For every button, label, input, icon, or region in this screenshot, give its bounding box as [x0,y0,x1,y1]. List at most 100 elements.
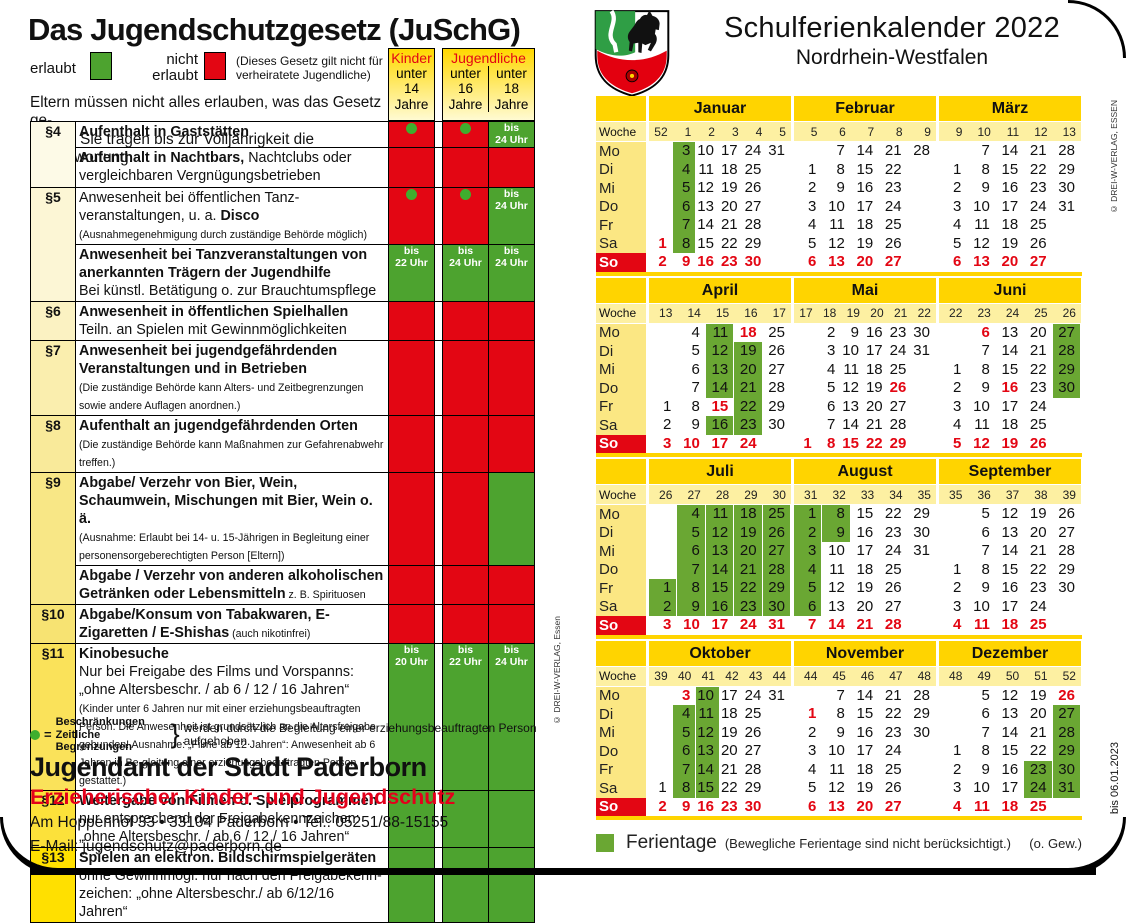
week-number-row: 39 40 41 42 43 44 [649,666,791,686]
law-text-segment: Abgabe/ Verzehr von Bier, Wein, Schaumwe… [79,475,373,528]
time-limit-label: 22 Uhr [449,655,482,668]
law-text-segment: (auch nikotinfrei) [229,628,311,641]
law-row: §10 Abgabe/Konsum von Tabakwaren, E-Zigar… [30,604,535,645]
empty-day-cell [649,197,673,216]
week-number: 35 [949,487,963,502]
month-block: Dezember 48 49 50 51 52 5 12 19 26 6 13 20 27 7 14 21 28 1… [939,640,1081,816]
footnote-text: werden durch die Begleitung einer erzieh… [183,720,537,748]
day-cell: 4 [677,323,706,342]
sunday-or-public-holiday-cell: 14 [822,616,851,635]
week-number: 13 [1062,124,1076,139]
day-cell: 25 [1024,216,1053,235]
holiday-day-cell: 6 [794,597,823,616]
empty-day-cell [908,160,936,179]
sunday-or-public-holiday-cell: 17 [706,434,735,453]
law-row: §13 Spielen an elektron. Bildschirmspielg… [30,847,535,923]
day-cell: 9 [822,179,851,198]
sunday-or-public-holiday-cell: 3 [649,616,678,635]
law-row: §8 Aufenthalt an jugendgefährdenden Orten… [30,415,535,474]
day-cell: 22 [1024,160,1053,179]
week-number: 42 [725,669,739,683]
day-cell: 12 [967,234,996,253]
law-text-segment: Disco [220,208,260,225]
empty-day-cell [767,234,791,253]
month-name: Oktober [649,640,791,666]
month-name: Februar [794,96,936,121]
day-cell: 17 [865,342,889,361]
paragraph-label: §4 [30,120,76,189]
day-cell: 14 [851,686,880,705]
holiday-day-cell: 7 [672,760,697,779]
sunday-or-public-holiday-cell: 13 [822,797,851,816]
column-gap [434,120,443,149]
legend-note: (Dieses Gesetz gilt nicht für verheirate… [236,54,383,82]
day-cell: 19 [720,723,744,742]
not-allowed-cell [388,340,435,417]
allowed-cell: bis 24 Uhr [488,187,535,246]
not-allowed-cell [488,604,535,645]
holiday-day-cell: 1 [794,505,823,524]
day-cell: 22 [1024,360,1053,379]
day-cell: 30 [912,323,936,342]
day-cell: 21 [865,416,889,435]
law-row-text: Aufenthalt in Gaststätten [75,120,389,149]
sunday-or-public-holiday-cell: 15 [841,434,865,453]
day-cell: 23 [889,323,913,342]
ferientage-note: (Bewegliche Ferientage sind nicht berück… [724,835,1011,851]
week-number: 24 [1005,306,1020,320]
day-cell: 21 [1024,723,1053,742]
day-cell: 9 [967,179,996,198]
holiday-day-cell: 5 [677,523,706,542]
sunday-or-public-holiday-cell: 20 [851,253,880,272]
day-cell: 9 [967,760,996,779]
day-label: Do [596,197,646,216]
day-cell: 14 [841,416,865,435]
month-name: Mai [794,277,936,303]
sunday-or-public-holiday-cell: 2 [649,253,673,272]
week-number: 9 [924,124,931,139]
day-cell: 12 [696,179,720,198]
day-cell: 18 [865,360,889,379]
column-gap [434,147,443,189]
holiday-day-cell: 20 [734,542,763,561]
day-label: Mo [596,505,646,524]
calendar-subtitle: Nordrhein-Westfalen [795,46,989,69]
month-block: August 31 32 33 34 35 1 8 15 22 29 2 9 16 23 30 3 10 17 24 3… [794,459,936,635]
day-cell: 15 [996,560,1025,579]
week-number: 30 [772,487,786,502]
holiday-day-cell: 10 [696,686,720,705]
empty-day-cell [939,705,968,724]
ferientage-swatch [596,834,614,852]
sunday-or-public-holiday-cell: 20 [996,253,1025,272]
not-allowed-cell [442,565,489,606]
law-text-segment: Spielen an elektron. Bildschirmspielgerä… [79,850,377,867]
day-cell: 30 [908,723,936,742]
day-label: Do [596,742,646,761]
week-number: 19 [846,306,860,320]
not-allowed-cell [388,415,435,474]
not-allowed-cell [442,340,489,417]
week-number: 14 [687,306,701,320]
day-cell: 30 [908,523,936,542]
month-days: 1 8 15 22 29 2 9 16 23 30 3 10 17 24 31 4 11 18 25 5 12 19 26 6… [794,505,936,635]
empty-day-cell [908,179,936,198]
day-cell: 15 [996,360,1025,379]
day-cell: 25 [763,323,791,342]
day-cell: 24 [1024,197,1053,216]
week-number: 36 [977,487,991,502]
day-cell: 14 [996,542,1025,561]
day-cell: 5 [939,234,968,253]
day-cell: 5 [967,505,996,524]
day-cell: 8 [967,160,996,179]
holiday-day-cell: 22 [734,397,763,416]
holiday-day-cell: 12 [696,723,720,742]
day-label: Mi [596,723,646,742]
day-cell: 21 [1024,142,1053,161]
sunday-or-public-holiday-cell: 24 [734,616,763,635]
day-cell: 9 [967,379,996,398]
holiday-day-cell: 27 [1052,323,1081,342]
ferientage-label: Ferientage [626,832,717,853]
holiday-day-cell: 12 [705,523,735,542]
day-cell: 20 [1024,323,1053,342]
sunday-or-public-holiday-cell: 26 [1053,686,1081,705]
